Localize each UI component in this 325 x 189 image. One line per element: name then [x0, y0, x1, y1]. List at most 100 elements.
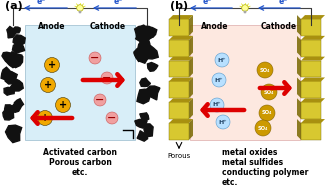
Circle shape [41, 77, 56, 92]
Text: H⁺: H⁺ [219, 119, 227, 125]
Polygon shape [7, 26, 16, 38]
Bar [190, 25, 300, 140]
Polygon shape [297, 119, 301, 140]
Polygon shape [169, 15, 193, 19]
Polygon shape [189, 119, 193, 140]
Polygon shape [137, 131, 148, 141]
Polygon shape [2, 52, 13, 62]
Bar [301, 102, 321, 119]
Circle shape [261, 84, 277, 100]
Text: Anode: Anode [38, 22, 66, 31]
Circle shape [259, 105, 275, 121]
Bar [169, 102, 189, 119]
Polygon shape [6, 125, 22, 143]
Bar [301, 123, 321, 140]
Polygon shape [14, 99, 23, 109]
Text: SO₄: SO₄ [258, 125, 268, 130]
Polygon shape [3, 109, 14, 120]
Polygon shape [169, 119, 193, 123]
Polygon shape [301, 119, 325, 123]
Polygon shape [189, 77, 193, 98]
Polygon shape [5, 72, 17, 84]
Polygon shape [169, 98, 193, 102]
Text: +: + [59, 100, 67, 110]
Bar [169, 40, 189, 57]
Text: +: + [41, 113, 49, 123]
Polygon shape [134, 49, 148, 63]
Polygon shape [297, 15, 301, 36]
Polygon shape [138, 38, 150, 52]
Polygon shape [297, 77, 301, 98]
Bar [244, 11, 246, 13]
Bar [301, 19, 321, 36]
Polygon shape [145, 86, 160, 100]
Text: conducting polymer: conducting polymer [222, 168, 308, 177]
Text: +: + [44, 80, 52, 90]
Text: Activated carbon: Activated carbon [43, 148, 117, 157]
Text: SO₄: SO₄ [264, 90, 274, 94]
Polygon shape [11, 55, 23, 68]
Polygon shape [189, 36, 193, 57]
Polygon shape [143, 45, 158, 59]
Text: e⁻: e⁻ [202, 0, 212, 6]
Bar [301, 81, 321, 98]
Polygon shape [169, 77, 193, 81]
Circle shape [89, 52, 101, 64]
Bar [25, 25, 135, 140]
Text: SO₄: SO₄ [260, 67, 270, 73]
Text: e⁻: e⁻ [37, 0, 46, 6]
Polygon shape [301, 57, 325, 61]
Polygon shape [301, 98, 325, 102]
Text: etc.: etc. [222, 178, 238, 187]
Bar [301, 61, 321, 77]
Polygon shape [140, 78, 150, 87]
Polygon shape [137, 25, 148, 39]
Polygon shape [13, 103, 22, 112]
Text: −: − [90, 53, 100, 63]
Polygon shape [140, 113, 149, 121]
Polygon shape [189, 15, 193, 36]
Polygon shape [5, 105, 14, 115]
Text: etc.: etc. [72, 168, 88, 177]
Circle shape [94, 94, 106, 106]
Circle shape [242, 5, 248, 11]
Polygon shape [139, 26, 153, 40]
Bar [169, 19, 189, 36]
Bar [169, 61, 189, 77]
Circle shape [77, 5, 83, 11]
Polygon shape [297, 57, 301, 77]
Text: Cathode: Cathode [261, 22, 297, 31]
Polygon shape [301, 36, 325, 40]
Polygon shape [135, 26, 148, 40]
Text: metal oxides: metal oxides [222, 148, 277, 157]
Text: e⁻: e⁻ [114, 0, 123, 6]
Polygon shape [148, 63, 158, 71]
Circle shape [216, 115, 230, 129]
Polygon shape [169, 36, 193, 40]
Text: H⁺: H⁺ [218, 57, 226, 63]
Circle shape [212, 73, 226, 87]
Text: e⁻: e⁻ [279, 0, 288, 6]
Polygon shape [143, 26, 157, 38]
Text: Porous carbon: Porous carbon [48, 158, 111, 167]
Circle shape [56, 98, 71, 112]
Polygon shape [301, 77, 325, 81]
Polygon shape [169, 57, 193, 61]
Text: −: − [102, 73, 112, 83]
Polygon shape [140, 39, 150, 49]
Text: Porous: Porous [167, 153, 191, 159]
Polygon shape [13, 35, 25, 46]
Text: Anode: Anode [201, 22, 229, 31]
Polygon shape [301, 15, 325, 19]
Polygon shape [1, 67, 12, 80]
Text: H⁺: H⁺ [215, 77, 223, 83]
Polygon shape [5, 55, 19, 68]
Polygon shape [13, 27, 20, 33]
Polygon shape [4, 71, 15, 82]
Text: −: − [107, 113, 117, 123]
Polygon shape [189, 98, 193, 119]
Polygon shape [12, 43, 25, 53]
Polygon shape [135, 119, 147, 128]
Text: H⁺: H⁺ [213, 102, 221, 108]
Circle shape [255, 120, 271, 136]
